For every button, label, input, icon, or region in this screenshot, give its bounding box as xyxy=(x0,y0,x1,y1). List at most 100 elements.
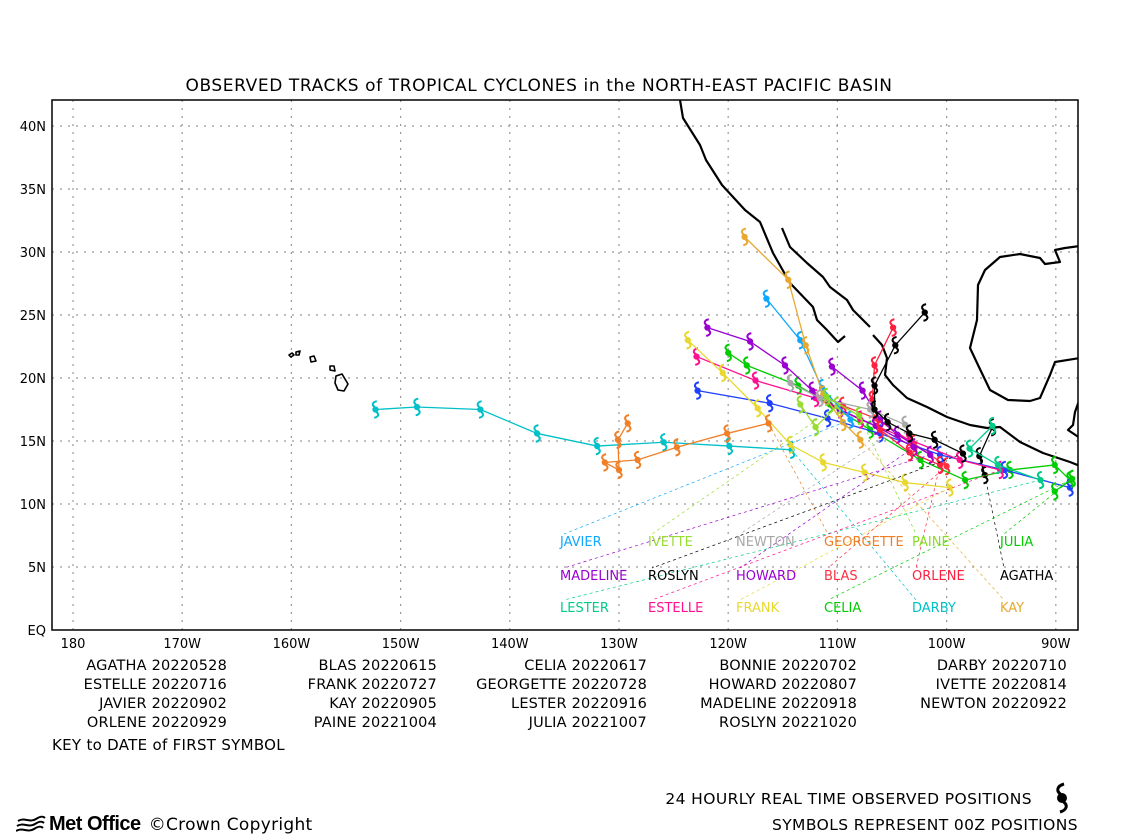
label-leader-line xyxy=(984,474,1005,569)
legend-00z-note: SYMBOLS REPRESENT 00Z POSITIONS xyxy=(771,816,1078,834)
storm-key-table: AGATHA 20220528 BLAS 20220615 CELIA 202206… xyxy=(40,657,1070,733)
label-leader-line xyxy=(563,419,851,535)
coast-mexico-mainland xyxy=(872,334,1078,467)
key-entry-lester: LESTER 20220916 xyxy=(511,696,647,712)
cyclone-position-symbol xyxy=(476,400,485,419)
lat-tick-label: 20N xyxy=(20,372,46,387)
storm-label-madeline: MADELINE xyxy=(560,569,627,584)
axis-labels: 180 170W 160W 150W 140W 130W 120W 110W 100W 90W EQ… xyxy=(20,120,1071,652)
cyclone-position-symbol xyxy=(412,397,422,417)
label-leader-line xyxy=(1003,478,1073,535)
storm-label-georgette: GEORGETTE xyxy=(824,535,904,550)
cyclone-position-symbol xyxy=(623,414,632,433)
storm-label-newton: NEWTON xyxy=(736,535,795,550)
key-entry-estelle: ESTELLE 20220716 xyxy=(83,677,227,693)
cyclone-position-symbol xyxy=(371,400,380,419)
cyclone-position-symbol xyxy=(838,412,848,432)
storm-label-orlene: ORLENE xyxy=(912,569,965,584)
cyclone-position-symbol xyxy=(960,470,970,490)
storm-track-frank xyxy=(683,330,955,497)
track-line xyxy=(871,327,941,466)
cyclone-position-symbol xyxy=(1050,455,1059,475)
label-leader-line xyxy=(651,453,964,569)
key-entry-javier: JAVIER 20220902 xyxy=(99,696,227,712)
cyclone-position-symbol xyxy=(740,227,749,247)
cyclone-position-symbol xyxy=(703,318,712,337)
label-leader-line xyxy=(858,415,917,535)
key-entry-julia: JULIA 20221007 xyxy=(528,715,647,731)
key-entry-howard: HOWARD 20220807 xyxy=(708,677,857,693)
cyclone-position-symbol xyxy=(745,332,755,351)
lon-tick-label: 160W xyxy=(273,637,311,652)
key-row: JAVIER 20220902 KAY 20220905 LESTER 202209… xyxy=(40,695,1070,714)
copyright-text: ©Crown Copyright xyxy=(148,814,313,835)
legend-observed-positions: 24 HOURLY REAL TIME OBSERVED POSITIONS xyxy=(665,790,1032,808)
label-leader-line xyxy=(768,423,829,535)
cyclone-position-symbol xyxy=(765,393,774,413)
storm-label-howard: HOWARD xyxy=(736,569,796,584)
storm-track-howard xyxy=(703,318,919,457)
cyclone-position-symbol xyxy=(693,381,702,400)
storm-track-javier xyxy=(762,289,855,429)
lon-tick-label: 180 xyxy=(61,637,86,652)
cyclone-position-symbol xyxy=(683,330,692,350)
label-leader-line xyxy=(915,464,941,569)
cyclone-position-symbol xyxy=(860,463,869,482)
cyclone-position-symbol xyxy=(819,453,828,472)
lat-tick-label: 15N xyxy=(20,435,46,450)
met-office-logo: Met Office ©Crown Copyright xyxy=(16,813,313,836)
storm-label-agatha: AGATHA xyxy=(1000,569,1053,584)
storm-label-julia: JULIA xyxy=(999,535,1033,550)
key-entry-celia: CELIA 20220617 xyxy=(524,658,647,674)
lat-tick-label: 30N xyxy=(20,246,46,261)
storm-label-frank: FRANK xyxy=(736,601,780,616)
lon-tick-label: 100W xyxy=(928,637,966,652)
map-title: OBSERVED TRACKS of TROPICAL CYCLONES in … xyxy=(185,76,892,96)
storm-tracks xyxy=(371,227,1077,501)
storm-track-kay xyxy=(740,227,865,450)
lon-tick-label: 120W xyxy=(709,637,747,652)
cyclone-position-symbol xyxy=(891,335,900,355)
key-entry-frank: FRANK 20220727 xyxy=(307,677,437,693)
cyclone-position-symbol xyxy=(920,303,929,322)
storm-label-ivette: IVETTE xyxy=(648,535,693,550)
lat-tick-label: 25N xyxy=(20,309,46,324)
label-leader-line xyxy=(791,449,917,601)
storm-label-darby: DARBY xyxy=(912,601,956,616)
lat-tick-label: 35N xyxy=(20,183,46,198)
lon-tick-label: 140W xyxy=(491,637,529,652)
met-office-waves-icon xyxy=(16,815,46,832)
cyclone-position-symbol xyxy=(858,381,867,400)
cyclone-position-symbol xyxy=(786,373,795,393)
storm-label-estelle: ESTELLE xyxy=(648,601,703,616)
key-entry-bonnie: BONNIE 20220702 xyxy=(719,658,857,674)
storm-track-paine xyxy=(822,387,864,426)
key-entry-madeline: MADELINE 20220918 xyxy=(700,696,857,712)
tropical-cyclone-symbol-icon xyxy=(1056,782,1068,814)
cyclone-position-symbol xyxy=(827,357,837,377)
label-leader-line xyxy=(563,479,1041,601)
key-entry-agatha: AGATHA 20220528 xyxy=(86,658,227,674)
key-entry-ivette: IVETTE 20220814 xyxy=(935,677,1067,693)
storm-track-roslyn xyxy=(870,303,968,463)
track-line xyxy=(968,425,1041,481)
storm-label-paine: PAINE xyxy=(912,535,950,550)
lat-tick-label: 40N xyxy=(20,120,46,135)
key-row: AGATHA 20220528 BLAS 20220615 CELIA 202206… xyxy=(40,657,1070,676)
label-leader-line xyxy=(563,454,931,569)
graticule-grid xyxy=(52,100,1078,630)
track-line xyxy=(765,298,851,421)
lat-tick-label: 5N xyxy=(28,561,46,576)
cyclone-position-symbol xyxy=(965,439,974,458)
track-line xyxy=(1054,478,1073,492)
storm-labels: JAVIER IVETTE NEWTON GEORGETTE PAINE JULIA MAD… xyxy=(559,535,1053,616)
cyclone-position-symbol xyxy=(532,424,542,443)
key-entry-blas: BLAS 20220615 xyxy=(318,658,437,674)
label-leader-line xyxy=(739,487,951,601)
lon-tick-label: 170W xyxy=(163,637,201,652)
label-leader-line xyxy=(827,465,947,569)
lat-tick-label: 10N xyxy=(20,498,46,513)
cyclone-position-symbol xyxy=(780,356,790,375)
hawaii-islands xyxy=(288,350,349,392)
